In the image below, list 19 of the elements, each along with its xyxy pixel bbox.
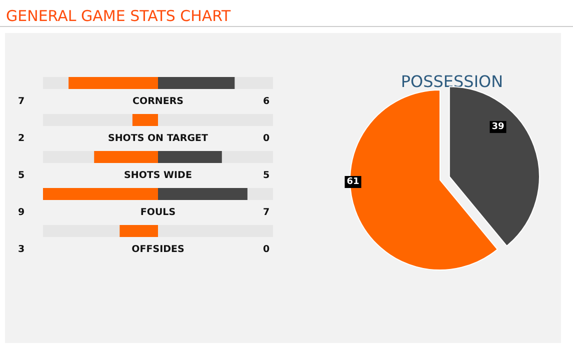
y-tick-label: SHOTS WIDE [124,170,192,181]
data-label: 7 [18,96,25,107]
data-label: 9 [18,207,25,218]
data-label: 5 [18,170,25,181]
data-label: 6 [263,96,270,107]
chart-title: GENERAL GAME STATS CHART [6,7,232,25]
chart-title: POSSESSION [400,72,504,91]
data-label: 3 [18,244,25,255]
data-label: 61 [346,177,360,187]
data-label: 39 [492,122,504,132]
data-label: 2 [18,133,25,144]
data-label: 0 [263,133,270,144]
y-tick-label: SHOTS ON TARGET [108,133,209,144]
data-label: 5 [263,170,270,181]
data-label: 0 [263,244,270,255]
y-tick-label: OFFSIDES [132,244,184,255]
y-tick-label: CORNERS [132,96,184,107]
data-label: 7 [263,207,270,218]
y-tick-label: FOULS [140,207,176,218]
